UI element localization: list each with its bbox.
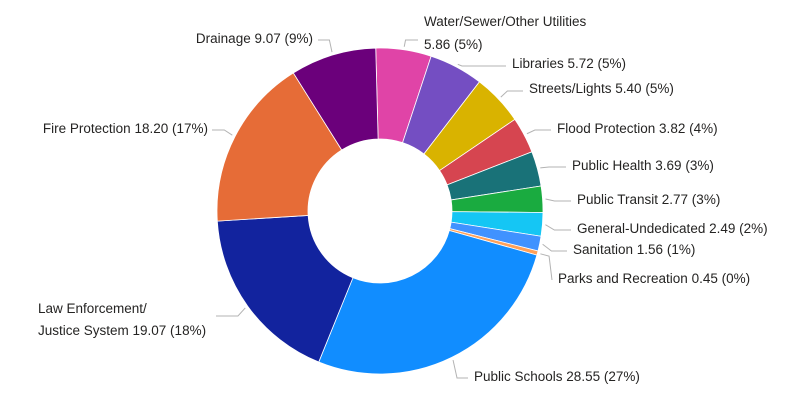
slice-public-schools[interactable] — [318, 229, 538, 375]
data-label-sanitation: Sanitation 1.56 (1%) — [573, 242, 696, 257]
leader-line — [542, 243, 567, 252]
leader-line — [318, 39, 333, 53]
data-label-drainage: Drainage 9.07 (9%) — [195, 31, 313, 46]
slice-fire-protection[interactable] — [216, 72, 343, 222]
slice-drainage[interactable] — [292, 47, 379, 151]
leader-line — [216, 307, 246, 317]
data-label-general: General-Undedicated 2.49 (2%) — [577, 221, 768, 236]
leader-line — [403, 39, 418, 47]
data-label-schools: Public Schools 28.55 (27%) — [474, 369, 640, 384]
leader-line — [545, 198, 571, 202]
data-label-law-line1: Law Enforcement/ — [38, 301, 147, 316]
leader-line — [540, 166, 566, 169]
data-label-transit: Public Transit 2.77 (3%) — [577, 192, 721, 207]
leader-line — [452, 359, 468, 379]
leader-line — [545, 224, 571, 231]
leader-line — [526, 129, 551, 135]
data-label-flood: Flood Protection 3.82 (4%) — [557, 121, 718, 136]
leader-line — [212, 129, 233, 136]
data-label-water-line1: Water/Sewer/Other Utilities — [424, 14, 587, 29]
slice-law-enforcement-justice-system[interactable] — [216, 215, 354, 363]
leader-line — [457, 63, 506, 67]
data-label-parks: Parks and Recreation 0.45 (0%) — [558, 271, 751, 286]
data-label-libraries: Libraries 5.72 (5%) — [512, 56, 627, 71]
data-label-law-line2: Justice System 19.07 (18%) — [38, 323, 207, 338]
leader-line — [540, 253, 553, 281]
leader-line — [500, 90, 523, 98]
data-label-fire: Fire Protection 18.20 (17%) — [42, 121, 208, 136]
data-label-water-line2: 5.86 (5%) — [424, 37, 483, 52]
data-label-streets: Streets/Lights 5.40 (5%) — [529, 81, 674, 96]
data-label-health: Public Health 3.69 (3%) — [572, 158, 714, 173]
